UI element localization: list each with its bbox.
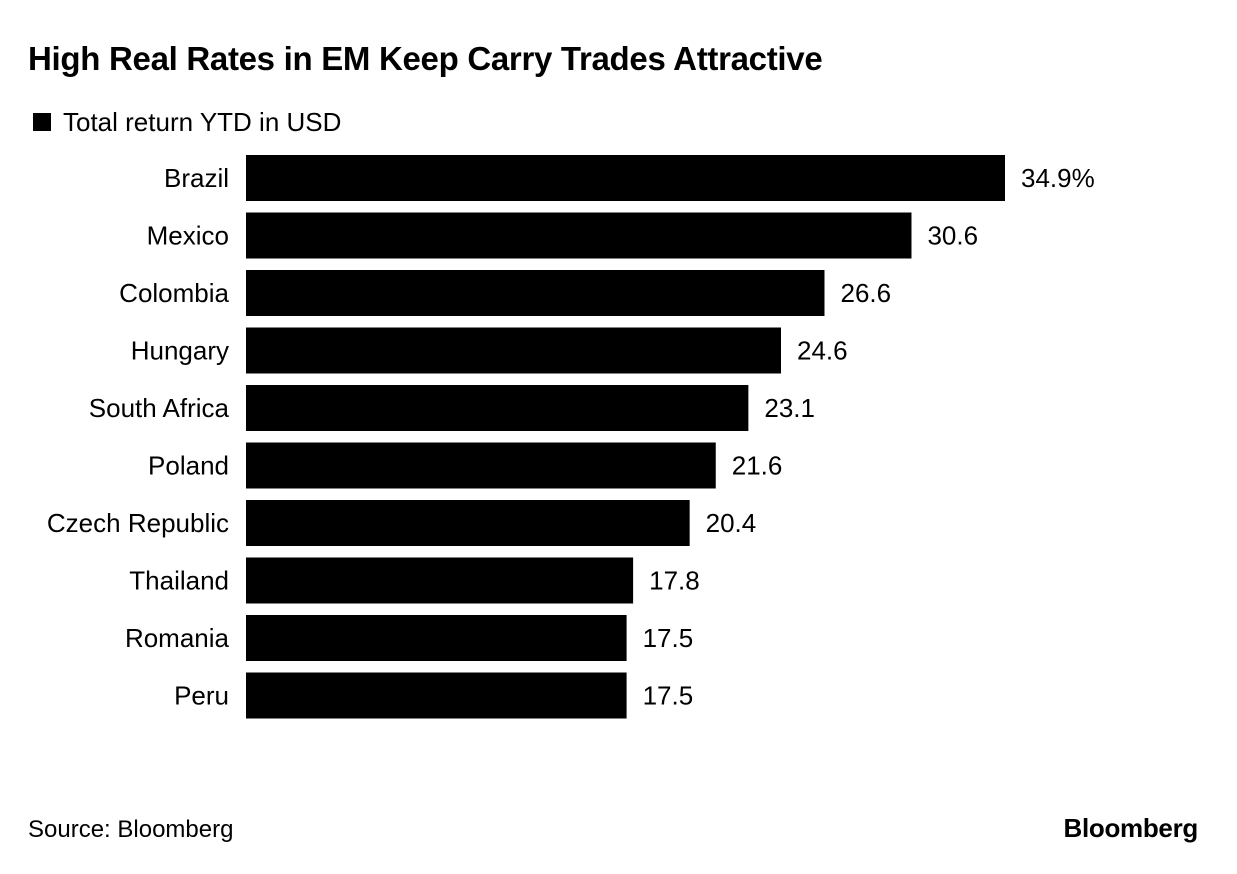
value-label: 34.9% [1021, 163, 1095, 193]
category-label: South Africa [89, 393, 230, 423]
bar-romania [246, 615, 627, 661]
value-label: 30.6 [927, 221, 978, 251]
category-label: Hungary [131, 336, 229, 366]
brand-logo: Bloomberg [1063, 813, 1198, 843]
legend: Total return YTD in USD [33, 106, 341, 138]
value-label: 17.8 [649, 566, 700, 596]
source-note: Source: Bloomberg [28, 816, 234, 843]
bar-thailand [246, 557, 634, 604]
legend-swatch [33, 113, 51, 131]
category-label: Thailand [129, 566, 229, 596]
bar-south-africa [246, 385, 749, 431]
bar-brazil [246, 155, 1005, 201]
bar-mexico [246, 212, 912, 259]
category-label: Poland [148, 451, 229, 481]
category-label: Czech Republic [47, 508, 229, 538]
bar-peru [246, 672, 627, 719]
value-label: 17.5 [643, 681, 694, 711]
legend-label: Total return YTD in USD [63, 106, 342, 137]
category-label: Romania [125, 623, 230, 653]
bar-czech-republic [246, 500, 690, 546]
category-label: Peru [174, 681, 229, 711]
value-label: 26.6 [840, 278, 891, 308]
value-label: 21.6 [732, 451, 783, 481]
chart-title: High Real Rates in EM Keep Carry Trades … [28, 40, 823, 77]
bars-group: Brazil 34.9% Mexico 30.6 Colombia 26.6 Hungary… [47, 155, 1095, 719]
value-label: 24.6 [797, 336, 848, 366]
category-label: Brazil [164, 163, 229, 193]
value-label: 20.4 [706, 508, 757, 538]
bar-poland [246, 442, 716, 489]
category-label: Colombia [119, 278, 229, 308]
category-label: Mexico [147, 221, 229, 251]
value-label: 23.1 [764, 393, 815, 423]
bar-hungary [246, 327, 781, 374]
bar-colombia [246, 270, 825, 316]
value-label: 17.5 [643, 623, 694, 653]
